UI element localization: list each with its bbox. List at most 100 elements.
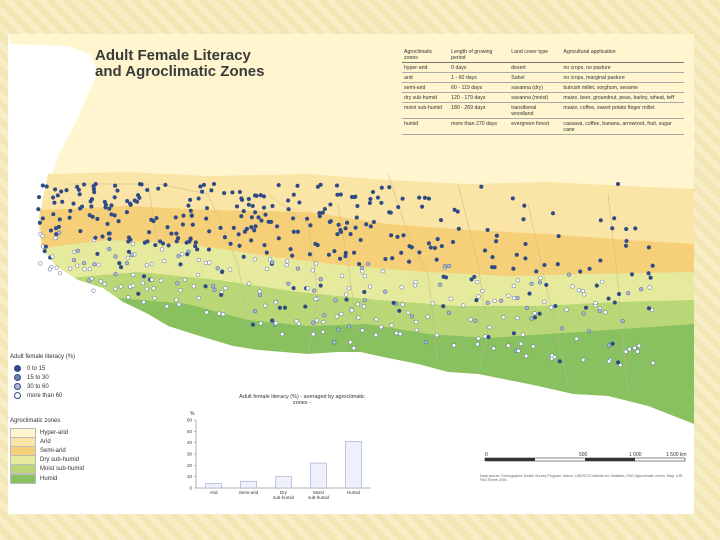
literacy-dot — [60, 199, 65, 204]
zone-table-row: moist sub-humid 180 - 269 days transitiona… — [402, 102, 684, 119]
literacy-dot — [145, 187, 150, 193]
literacy-dot — [100, 234, 105, 239]
literacy-dot — [48, 228, 54, 233]
literacy-dot — [581, 357, 586, 362]
chart-category-label: Humid — [347, 490, 361, 495]
literacy-dot — [160, 247, 165, 252]
literacy-dot — [118, 265, 124, 270]
scale-label: 500 — [579, 452, 588, 458]
literacy-dot — [354, 215, 359, 220]
literacy-dot — [407, 259, 412, 264]
literacy-dot — [482, 248, 488, 253]
chart-bar — [345, 441, 362, 489]
literacy-dot — [250, 203, 255, 209]
literacy-dot — [195, 247, 200, 252]
literacy-dot — [81, 261, 87, 266]
literacy-dot — [353, 225, 358, 230]
literacy-dot — [334, 183, 340, 188]
literacy-dot — [250, 322, 256, 327]
literacy-dot — [71, 201, 76, 206]
chart-y-tick-label: 0 — [189, 486, 192, 491]
literacy-dot — [147, 230, 152, 235]
literacy-dot — [556, 234, 561, 239]
literacy-dot — [191, 284, 196, 289]
chart-category-label: Dry — [280, 490, 288, 495]
zone-table-header-cell: Land cover type — [509, 48, 562, 63]
literacy-dot — [438, 218, 444, 223]
literacy-dot — [615, 181, 621, 187]
literacy-dot — [116, 219, 121, 224]
literacy-dot — [173, 215, 178, 220]
literacy-dot — [511, 295, 517, 301]
zone-table-body: hyper-arid 0 days desert no crops, no pastu… — [402, 62, 684, 135]
literacy-dot — [441, 274, 446, 279]
literacy-dot — [153, 243, 158, 248]
literacy-dot — [285, 259, 290, 264]
zone-table-cell: desert — [509, 62, 562, 73]
zone-table-header-cell: Agricultural application — [561, 48, 684, 63]
title-line-2: and Agroclimatic Zones — [95, 63, 265, 80]
literacy-dot — [624, 238, 629, 244]
literacy-dot — [286, 198, 291, 203]
chart-y-tick-label: 60 — [187, 418, 193, 423]
zone-table-cell: bulrush millet, sorghum, sesame — [561, 82, 684, 93]
literacy-dot — [501, 315, 506, 320]
literacy-dot — [529, 281, 534, 286]
literacy-dot — [81, 182, 87, 187]
literacy-dot — [360, 269, 365, 274]
literacy-dot — [336, 327, 341, 332]
literacy-dot — [395, 234, 400, 239]
literacy-dot — [297, 200, 302, 205]
literacy-dot — [491, 346, 496, 351]
literacy-dot — [164, 304, 169, 309]
zone-table-cell: cassava, coffee, banana, arrowroot, frui… — [561, 118, 684, 135]
literacy-dot — [506, 343, 511, 348]
literacy-dot — [107, 236, 112, 242]
literacy-dot — [314, 261, 319, 266]
literacy-dot — [139, 182, 144, 187]
literacy-dot — [430, 301, 435, 306]
literacy-dot — [211, 284, 216, 289]
literacy-dot — [50, 195, 56, 200]
literacy-dot — [252, 309, 258, 314]
literacy-dot — [228, 241, 233, 246]
literacy-dot — [597, 308, 602, 314]
literacy-dot — [335, 232, 340, 237]
literacy-dot — [313, 296, 318, 302]
zone-legend: Agroclimatic zones Hyper-arid Arid Semi-ar… — [10, 418, 84, 484]
literacy-dot — [626, 291, 631, 296]
literacy-dot — [128, 284, 133, 289]
literacy-dot — [128, 202, 133, 207]
literacy-dot — [636, 343, 642, 348]
literacy-dot — [262, 243, 267, 248]
zone-table-header: Agroclimatic zones Length of growing peri… — [402, 48, 684, 63]
literacy-dot — [178, 288, 183, 293]
zone-table: Agroclimatic zones Length of growing peri… — [402, 48, 684, 135]
chart-title: Adult female literacy (%) - averaged by … — [239, 394, 365, 406]
literacy-legend-item: 15 to 30 — [10, 373, 75, 382]
chart-y-tick-label: 40 — [187, 440, 193, 445]
literacy-dot — [529, 316, 534, 321]
literacy-dot — [615, 360, 621, 365]
literacy-dot — [318, 182, 323, 187]
literacy-dot — [270, 260, 275, 265]
literacy-dot — [284, 263, 289, 268]
literacy-dot — [158, 278, 164, 283]
literacy-dot — [257, 289, 262, 294]
literacy-dot — [414, 327, 419, 333]
chart-category-label: sub-humid — [308, 495, 330, 500]
literacy-dot — [222, 235, 227, 240]
literacy-dot — [542, 262, 547, 268]
literacy-dot — [190, 222, 195, 227]
literacy-dot — [254, 193, 259, 198]
literacy-dot — [269, 219, 274, 224]
literacy-dot — [559, 326, 565, 331]
scale-label: 0 — [485, 452, 488, 458]
zone-table-row: arid 1 - 60 days Sahel no crops, marginal p… — [402, 72, 684, 83]
literacy-dot-icon — [14, 392, 21, 399]
literacy-dot — [576, 288, 581, 293]
literacy-dot — [400, 196, 405, 201]
title-line-1: Adult Female Literacy — [95, 47, 251, 64]
literacy-dot — [456, 226, 461, 231]
literacy-dot — [534, 269, 539, 274]
